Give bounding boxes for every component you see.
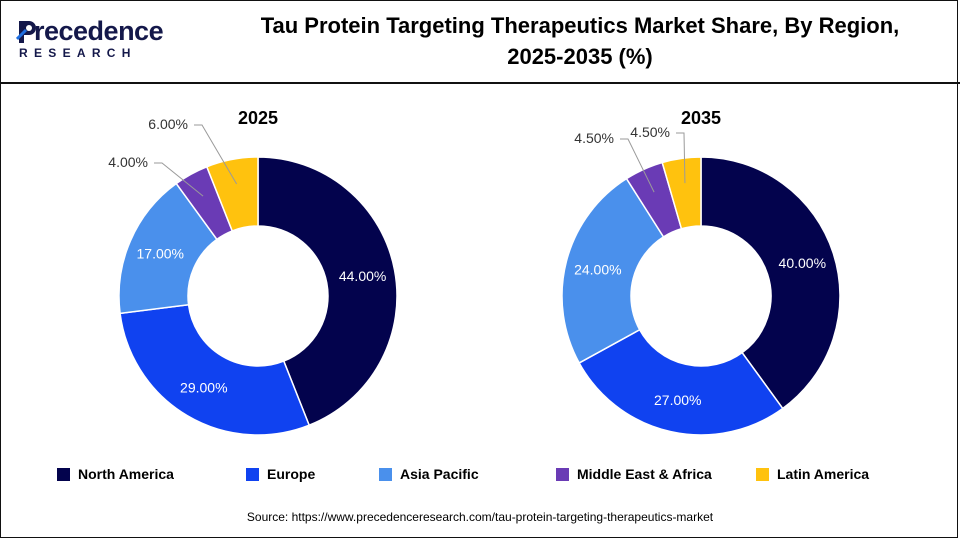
legend-swatch xyxy=(246,467,259,481)
legend-label: North America xyxy=(78,466,174,482)
data-label: 27.00% xyxy=(654,392,701,408)
legend-item: Europe xyxy=(246,462,315,486)
donut-slice xyxy=(661,156,702,230)
data-label: 4.00% xyxy=(108,154,148,170)
data-label: 6.00% xyxy=(148,116,188,132)
brand-logo: recedence RESEARCH xyxy=(16,16,166,66)
legend-swatch xyxy=(57,467,70,481)
legend-item: Asia Pacific xyxy=(379,462,479,486)
chart-title-line-1: Tau Protein Targeting Therapeutics Marke… xyxy=(260,13,900,38)
donut-title: 2035 xyxy=(681,108,721,128)
logo-subtitle: RESEARCH xyxy=(19,46,137,60)
chart-title-line-2: 2025-2035 (%) xyxy=(507,44,653,69)
data-label: 24.00% xyxy=(574,262,621,278)
data-label: 4.50% xyxy=(630,124,670,140)
donut-slice xyxy=(205,156,259,232)
leader-line xyxy=(620,138,655,193)
donut-slice xyxy=(700,156,841,410)
data-label: 44.00% xyxy=(339,268,386,284)
legend-swatch xyxy=(556,467,569,481)
chart-title: Tau Protein Targeting Therapeutics Marke… xyxy=(200,10,960,72)
legend-swatch xyxy=(756,467,769,481)
donut-slice xyxy=(578,328,784,436)
legend: North America Europe Asia Pacific Middle Ea… xyxy=(0,462,960,486)
legend-label: Europe xyxy=(267,466,316,482)
leader-line xyxy=(194,124,238,185)
data-label: 40.00% xyxy=(779,255,826,271)
donut-title: 2025 xyxy=(238,108,278,128)
donut-chart-2035: 2035 40.00% 27.00% 24.00% 4.50% 4.50% xyxy=(561,108,841,436)
donut-slice xyxy=(561,177,665,364)
data-label: 17.00% xyxy=(137,246,184,262)
data-label: 4.50% xyxy=(574,130,614,146)
donut-slice xyxy=(119,303,311,436)
logo-p-icon xyxy=(16,21,36,43)
legend-label: Latin America xyxy=(777,466,870,482)
header: recedence RESEARCH Tau Protein Targeting… xyxy=(0,0,960,84)
leader-line xyxy=(676,132,686,184)
leader-line xyxy=(154,162,204,197)
data-label: 29.00% xyxy=(180,380,227,396)
donut-chart-2025: 2025 44.00% 29.00% 17.00% 4.00% 6.00% xyxy=(108,108,398,436)
legend-swatch xyxy=(379,467,392,481)
donut-slice xyxy=(257,156,398,427)
legend-label: Middle East & Africa xyxy=(577,466,712,482)
logo-wordmark: recedence xyxy=(34,16,164,46)
donut-charts: 2025 44.00% 29.00% 17.00% 4.00% 6.00% 2035 40.0… xyxy=(108,108,841,436)
legend-item: Latin America xyxy=(756,462,869,486)
legend-label: Asia Pacific xyxy=(400,466,479,482)
donut-slice xyxy=(118,182,218,315)
source-note: Source: https://www.precedenceresearch.c… xyxy=(246,510,714,524)
legend-item: Middle East & Africa xyxy=(556,462,712,486)
legend-item: North America xyxy=(57,462,174,486)
